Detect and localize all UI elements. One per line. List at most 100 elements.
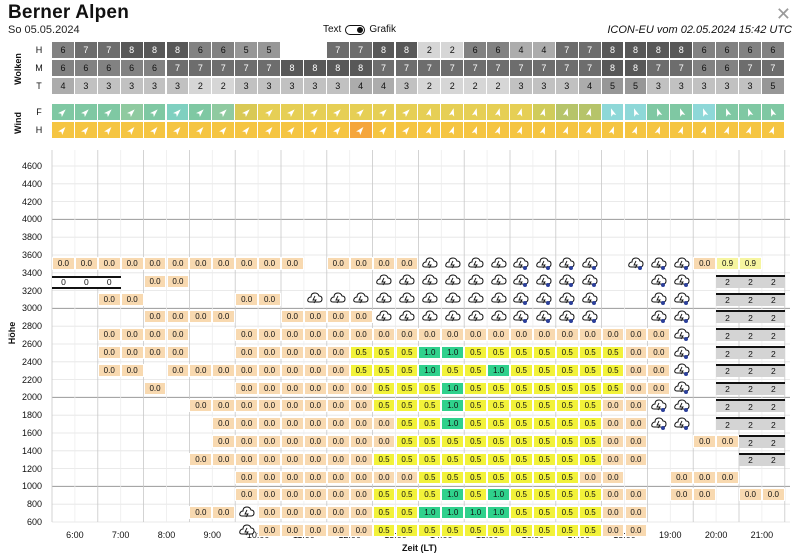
cloud-cell (647, 256, 670, 270)
heat-cell: 0.5 (372, 452, 396, 466)
heat-cell: 0.0 (258, 346, 281, 359)
heat-cell: 0.0 (693, 257, 717, 270)
toggle-switch[interactable] (345, 24, 366, 35)
heat-cell: 0.5 (487, 524, 510, 537)
cloud-cell: 7 (326, 42, 350, 59)
thunder-rain-cloud-icon (536, 292, 552, 306)
cloud-cell: 2 (212, 78, 236, 95)
heat-cell: 0.5 (418, 417, 442, 431)
wind-cell (647, 122, 671, 139)
heat-cell: 0.0 (647, 363, 671, 377)
heat-cell: 0.5 (487, 399, 510, 413)
heat-cell: 0.0 (143, 274, 167, 288)
wind-cell (418, 122, 442, 139)
wind-cell (739, 122, 762, 139)
thunder-cloud-icon (467, 310, 484, 322)
heat-cell: 0.0 (349, 399, 373, 413)
heat-cell: 0.0 (372, 328, 396, 342)
heat-cell: 0.0 (303, 524, 327, 537)
wind-cell (441, 122, 465, 139)
wind-cell (166, 104, 190, 121)
cloud-cell: 8 (349, 60, 373, 77)
cloud-layer-bar: 2 (761, 292, 785, 306)
heat-cell: 0.0 (303, 435, 327, 448)
cloud-cell (556, 292, 579, 306)
heat-cell: 0.0 (74, 257, 98, 270)
cloud-cell: 8 (281, 60, 304, 77)
heat-cell: 0.0 (601, 470, 625, 484)
wind-arrow-icon (425, 125, 431, 135)
cloud-cell: 3 (647, 78, 671, 95)
heat-cell: 0.5 (395, 399, 419, 413)
cloud-cell (235, 523, 258, 537)
cloud-cell: 7 (532, 60, 556, 77)
thunder-cloud-icon (399, 292, 415, 304)
heat-cell: 0.5 (555, 381, 579, 395)
heat-cell: 0.0 (716, 435, 739, 448)
heat-cell: 0.0 (281, 506, 304, 520)
heat-cell: 0.5 (418, 381, 442, 395)
cloud-cell (327, 292, 350, 306)
heat-cell: 0.0 (212, 399, 236, 413)
wind-cell (418, 104, 442, 121)
cloud-cell: 7 (464, 60, 488, 77)
cloud-cell: 5 (601, 78, 625, 95)
wind-cell (143, 122, 167, 139)
heat-cell: 0.0 (258, 524, 281, 537)
heat-cell: 0.5 (464, 524, 488, 537)
cloud-cell (670, 292, 693, 306)
clouds-row-label: T (36, 81, 42, 91)
heat-cell: 0.0 (303, 488, 327, 502)
view-toggle[interactable]: Text Grafik (323, 24, 396, 35)
wind-cell (601, 104, 625, 121)
heat-cell: 0.0 (143, 257, 167, 270)
heat-cell: 0.0 (624, 399, 648, 413)
wind-cell (555, 122, 579, 139)
y-tick-label: 800 (26, 499, 42, 510)
wind-arrow-icon (586, 107, 592, 117)
thunder-rain-cloud-icon (559, 256, 575, 270)
cloud-cell: 3 (326, 78, 350, 95)
cloud-cell: 8 (624, 60, 648, 77)
cloud-cell (510, 256, 533, 270)
heat-cell: 0.0 (120, 257, 144, 270)
heat-cell: 0.0 (647, 346, 671, 359)
heat-cell: 0.5 (372, 399, 396, 413)
cloud-cell: 8 (395, 42, 419, 59)
wind-cell (693, 104, 717, 121)
close-icon[interactable]: ✕ (775, 4, 791, 24)
wind-cell (395, 104, 419, 121)
cloud-layer-bar: 0 (74, 275, 98, 289)
wind-arrow-icon (540, 125, 546, 135)
cloud-cell (418, 256, 441, 270)
thunder-rain-cloud-icon (513, 256, 529, 270)
heat-cell: 0.0 (189, 257, 213, 270)
wind-cell (349, 104, 373, 121)
thunder-rain-cloud-icon (651, 399, 667, 412)
heat-cell: 0.0 (143, 381, 167, 395)
heat-cell: 0.5 (510, 506, 533, 520)
heat-cell: 0.5 (464, 346, 488, 359)
x-tick-label: 21:00 (750, 530, 774, 540)
heat-cell: 0.5 (532, 506, 556, 520)
heat-cell: 0.0 (235, 328, 259, 342)
heat-cell: 0.0 (372, 470, 396, 484)
heat-cell: 0.5 (510, 488, 533, 502)
heat-cell: 0.5 (601, 381, 625, 395)
y-tick-label: 600 (26, 517, 42, 527)
thunder-rain-cloud-icon (582, 292, 598, 306)
heat-cell: 0.5 (418, 452, 442, 466)
wind-cell (372, 122, 396, 139)
thunder-cloud-icon (422, 292, 438, 304)
cloud-cell: 7 (258, 60, 281, 77)
wind-arrow-icon (633, 107, 640, 117)
cloud-cell (533, 292, 556, 306)
wind-row-label: F (36, 107, 42, 117)
wind-arrow-icon (241, 108, 250, 117)
heat-cell: 0.5 (487, 346, 510, 359)
wind-arrow-icon (494, 107, 500, 117)
heat-cell: 0.0 (303, 346, 327, 359)
heat-cell: 0.0 (372, 257, 396, 270)
heat-cell: 0.5 (418, 488, 442, 502)
heat-cell: 0.5 (578, 506, 602, 520)
